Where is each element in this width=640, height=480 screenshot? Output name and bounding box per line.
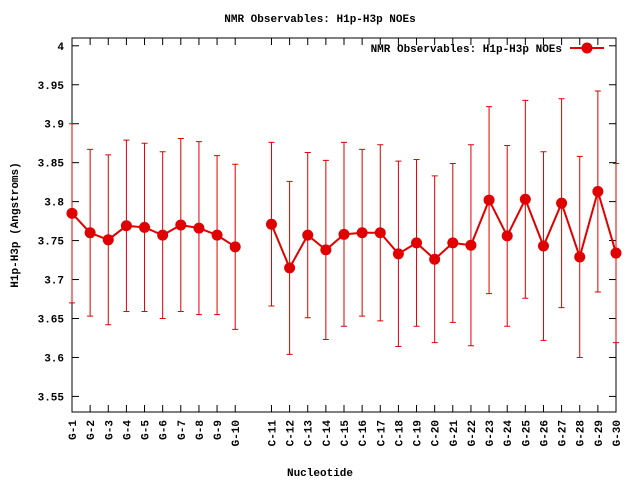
x-tick-label: G-24	[503, 420, 515, 447]
x-tick-label: G-22	[467, 420, 479, 446]
data-point	[284, 262, 296, 274]
data-point	[175, 219, 187, 231]
y-tick-label: 3.95	[38, 81, 65, 93]
x-tick-label: G-27	[558, 420, 570, 446]
x-tick-label: C-17	[376, 420, 388, 446]
y-tick-label: 3.75	[38, 237, 65, 249]
x-tick-label: G-3	[104, 420, 116, 440]
x-tick-label: G-23	[485, 420, 497, 447]
x-tick-label: C-19	[413, 420, 425, 446]
x-tick-label: G-1	[68, 420, 80, 440]
data-point	[139, 221, 151, 233]
data-point	[229, 241, 241, 253]
x-tick-label: G-25	[521, 420, 533, 447]
legend-swatch	[581, 42, 593, 54]
x-tick-label: G-28	[576, 420, 588, 447]
data-point	[193, 222, 205, 234]
data-point	[120, 220, 132, 232]
y-tick-label: 3.9	[44, 120, 64, 132]
x-tick-label: G-29	[594, 420, 606, 446]
y-tick-label: 3.7	[44, 276, 64, 288]
legend-label: NMR Observables: H1p-H3p NOEs	[371, 44, 562, 56]
x-tick-label: G-21	[449, 420, 461, 447]
x-tick-label: C-12	[286, 420, 298, 446]
data-point	[519, 193, 531, 205]
data-point	[211, 229, 223, 241]
data-point	[429, 253, 441, 265]
y-tick-label: 3.65	[38, 315, 65, 327]
data-point	[84, 227, 96, 239]
x-tick-label: C-18	[394, 420, 406, 447]
x-tick-label: G-6	[159, 420, 171, 440]
data-point	[537, 240, 549, 252]
data-point	[102, 234, 114, 246]
data-point	[465, 239, 477, 251]
data-point	[610, 247, 622, 259]
data-point	[501, 230, 513, 242]
x-tick-label: G-7	[177, 420, 189, 440]
x-tick-label: G-5	[141, 420, 153, 440]
data-point	[392, 248, 404, 260]
data-point	[556, 197, 568, 209]
x-tick-label: C-11	[267, 420, 279, 447]
x-tick-label: G-8	[195, 420, 207, 440]
data-point	[374, 227, 386, 239]
data-point	[447, 237, 459, 249]
y-axis-label: H1p-H3p (Angstroms)	[10, 162, 22, 287]
y-tick-label: 3.85	[38, 159, 65, 171]
data-point	[356, 227, 368, 239]
data-point	[265, 218, 277, 230]
x-axis-label: Nucleotide	[287, 468, 353, 480]
data-point	[66, 207, 78, 219]
y-tick-label: 4	[57, 42, 64, 54]
x-tick-label: G-26	[539, 420, 551, 446]
x-tick-label: G-4	[122, 420, 134, 440]
y-tick-label: 3.8	[44, 198, 64, 210]
y-tick-label: 3.6	[44, 353, 64, 365]
x-tick-label: C-13	[304, 420, 316, 447]
y-tick-label: 3.55	[38, 392, 65, 404]
x-tick-label: G-2	[86, 420, 98, 440]
data-line	[71, 212, 236, 248]
x-tick-label: G-10	[231, 420, 243, 446]
data-point	[302, 229, 314, 241]
x-tick-label: C-14	[322, 420, 334, 447]
x-tick-label: C-15	[340, 420, 352, 447]
data-point	[483, 194, 495, 206]
x-tick-label: G-30	[612, 420, 624, 446]
x-tick-label: C-20	[431, 420, 443, 446]
chart-title: NMR Observables: H1p-H3p NOEs	[224, 14, 415, 26]
data-point	[411, 237, 423, 249]
x-tick-label: C-16	[358, 420, 370, 446]
data-point	[338, 228, 350, 240]
x-tick-label: G-9	[213, 420, 225, 440]
data-point	[157, 229, 169, 241]
data-point	[320, 244, 332, 256]
data-point	[574, 251, 586, 263]
data-point	[592, 185, 604, 197]
